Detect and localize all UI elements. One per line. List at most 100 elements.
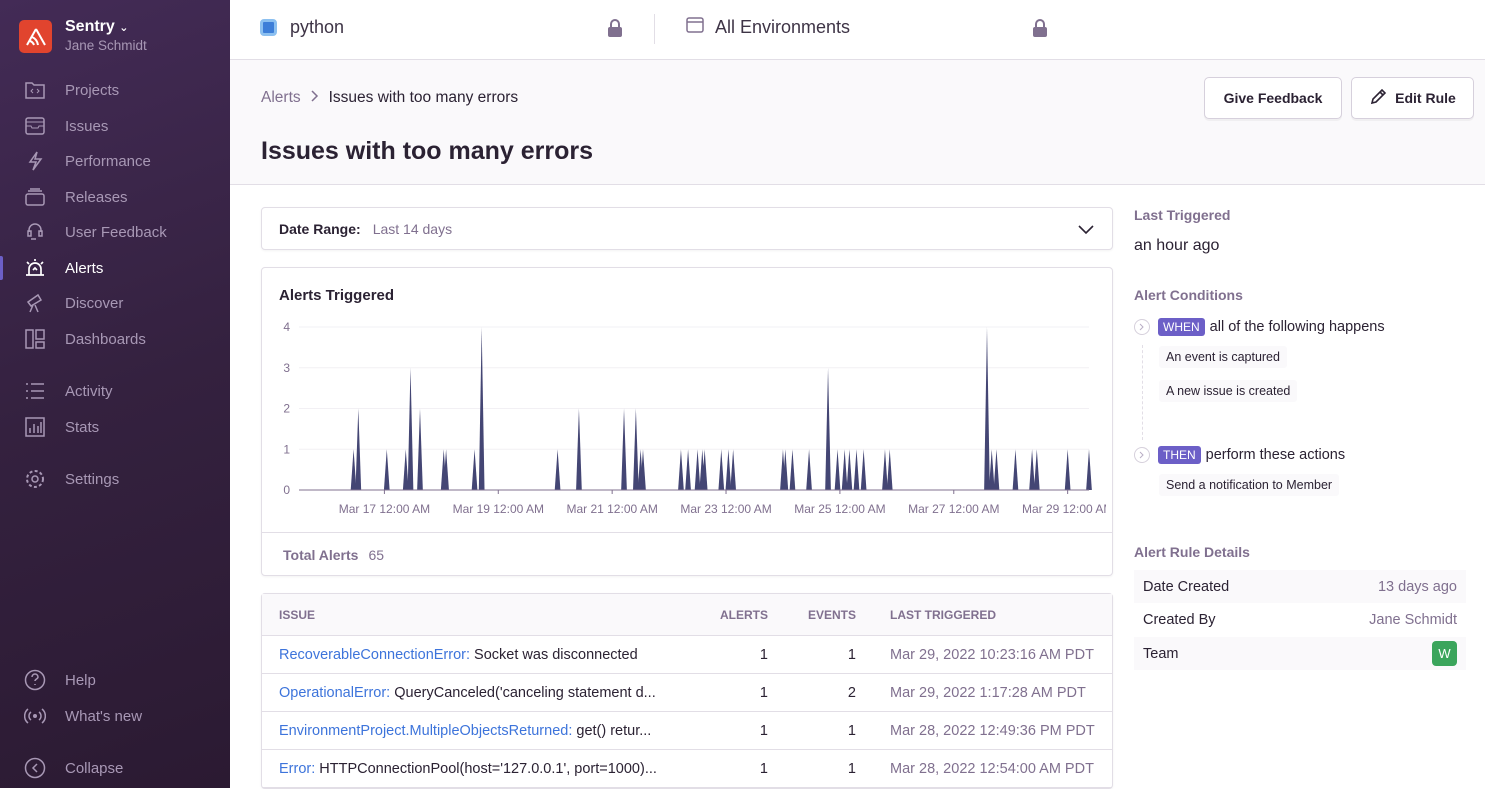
page-header: Alerts Issues with too many errors Issue… <box>230 60 1485 185</box>
detail-row-team: Team W <box>1134 637 1466 670</box>
environment-selector[interactable]: All Environments <box>686 17 850 38</box>
sidebar-item-releases[interactable]: Releases <box>0 181 230 213</box>
issue-message: QueryCanceled('canceling statement d... <box>394 685 656 701</box>
sidebar-item-user-feedback[interactable]: User Feedback <box>0 216 230 248</box>
alert-spike <box>1086 449 1092 490</box>
alerts-count: 1 <box>759 647 768 663</box>
issue-cell: Error: HTTPConnectionPool(host='127.0.0.… <box>279 750 657 788</box>
alert-spike <box>471 449 478 490</box>
alert-spike <box>678 449 684 490</box>
detail-label: Team <box>1143 645 1179 662</box>
events-count: 1 <box>847 647 856 663</box>
folder-code-icon <box>23 78 47 102</box>
whats-new-label: What's new <box>65 707 143 725</box>
alert-spike <box>1033 449 1040 490</box>
give-feedback-button[interactable]: Give Feedback <box>1204 77 1342 119</box>
alert-spike <box>841 449 848 490</box>
sidebar-item-discover[interactable]: Discover <box>0 287 230 319</box>
alert-spike <box>834 449 841 490</box>
last-triggered-label: Last Triggered <box>1134 207 1231 223</box>
detail-value: 13 days ago <box>1377 578 1457 595</box>
alert-spike <box>443 449 449 490</box>
table-row[interactable]: EnvironmentProject.MultipleObjectsReturn… <box>262 712 1112 750</box>
sidebar-item-settings[interactable]: Settings <box>0 463 230 495</box>
sidebar-item-activity[interactable]: Activity <box>0 375 230 407</box>
chevron-left-circle-icon <box>23 756 47 780</box>
issue-link[interactable]: Error: <box>279 761 316 777</box>
x-tick-label: Mar 21 12:00 AM <box>566 502 657 516</box>
alert-spike <box>407 367 414 490</box>
y-tick-label: 3 <box>283 361 290 375</box>
sidebar: Sentry ⌄ Jane Schmidt Projects Issues Pe… <box>0 0 230 788</box>
alert-spike <box>417 408 423 490</box>
top-bar: python All Environments <box>230 0 1485 60</box>
x-tick-label: Mar 23 12:00 AM <box>680 502 771 516</box>
whats-new-button[interactable]: What's new <box>0 700 230 732</box>
issues-table: ISSUE ALERTS EVENTS LAST TRIGGERED Recov… <box>261 593 1113 789</box>
table-row[interactable]: Error: HTTPConnectionPool(host='127.0.0.… <box>262 750 1112 788</box>
alert-spike <box>402 449 409 490</box>
give-feedback-label: Give Feedback <box>1223 90 1323 106</box>
issue-message: Socket was disconnected <box>474 647 638 663</box>
last-triggered-value: an hour ago <box>1134 237 1220 254</box>
org-switcher[interactable]: Sentry ⌄ <box>65 18 128 36</box>
alerts-count: 1 <box>759 761 768 777</box>
sidebar-item-issues[interactable]: Issues <box>0 110 230 142</box>
sidebar-item-label: Activity <box>65 382 113 400</box>
help-icon <box>23 668 47 692</box>
alert-rule-details-label: Alert Rule Details <box>1134 544 1250 560</box>
x-tick-label: Mar 25 12:00 AM <box>794 502 885 516</box>
table-row[interactable]: OperationalError: QueryCanceled('canceli… <box>262 674 1112 712</box>
alert-spike <box>355 408 362 490</box>
sidebar-item-label: Discover <box>65 294 124 312</box>
then-text: perform these actions <box>1205 447 1346 463</box>
chevron-down-icon <box>1078 222 1094 238</box>
last-triggered: Mar 29, 2022 10:23:16 AM PDT <box>890 647 1094 663</box>
sidebar-item-dashboards[interactable]: Dashboards <box>0 323 230 355</box>
breadcrumb-alerts[interactable]: Alerts <box>261 89 301 106</box>
when-text: all of the following happens <box>1209 319 1385 335</box>
sidebar-item-alerts[interactable]: Alerts <box>0 252 230 284</box>
issue-link[interactable]: EnvironmentProject.MultipleObjectsReturn… <box>279 723 573 739</box>
sidebar-item-performance[interactable]: Performance <box>0 145 230 177</box>
then-action: THEN perform these actions <box>1134 446 1345 464</box>
sentry-logo[interactable] <box>19 20 52 53</box>
x-tick-label: Mar 19 12:00 AM <box>453 502 544 516</box>
chevron-right-icon <box>311 89 319 107</box>
detail-label: Created By <box>1143 611 1216 628</box>
column-events: EVENTS <box>807 608 856 622</box>
breadcrumb-current: Issues with too many errors <box>328 89 519 106</box>
alert-spike <box>882 449 888 490</box>
inbox-icon <box>23 114 47 138</box>
x-tick-label: Mar 27 12:00 AM <box>908 502 999 516</box>
sidebar-item-projects[interactable]: Projects <box>0 74 230 106</box>
lock-icon <box>607 19 623 42</box>
issue-link[interactable]: OperationalError: <box>279 685 391 701</box>
page-title: Issues with too many errors <box>261 137 594 165</box>
edit-rule-button[interactable]: Edit Rule <box>1351 77 1474 119</box>
help-button[interactable]: Help <box>0 664 230 696</box>
table-row[interactable]: RecoverableConnectionError: Socket was d… <box>262 636 1112 674</box>
total-alerts-value: 65 <box>368 546 385 563</box>
alerts-count: 1 <box>759 723 768 739</box>
sidebar-item-stats[interactable]: Stats <box>0 411 230 443</box>
issue-link[interactable]: RecoverableConnectionError: <box>279 647 471 663</box>
y-tick-label: 0 <box>283 483 290 497</box>
collapse-button[interactable]: Collapse <box>0 752 230 784</box>
issue-cell: EnvironmentProject.MultipleObjectsReturn… <box>279 712 651 750</box>
column-alerts: ALERTS <box>720 608 768 622</box>
team-avatar[interactable]: W <box>1432 641 1457 666</box>
alert-spike <box>701 449 708 490</box>
environment-name: All Environments <box>715 17 851 37</box>
telescope-icon <box>23 291 47 315</box>
total-alerts-label: Total Alerts <box>283 546 359 563</box>
alert-spike <box>725 449 732 490</box>
project-selector[interactable]: python <box>260 17 344 38</box>
chevron-circle-icon <box>1134 447 1150 463</box>
date-range-dropdown[interactable]: Date Range: Last 14 days <box>261 207 1113 250</box>
alerts-count: 1 <box>759 685 768 701</box>
window-icon <box>686 17 704 38</box>
alerts-chart: 0 1 2 3 4 Mar 17 12:00 AM Mar 19 12:00 AM Mar 2… <box>283 320 1106 516</box>
dashboard-icon <box>23 327 47 351</box>
y-tick-label: 1 <box>283 442 290 456</box>
